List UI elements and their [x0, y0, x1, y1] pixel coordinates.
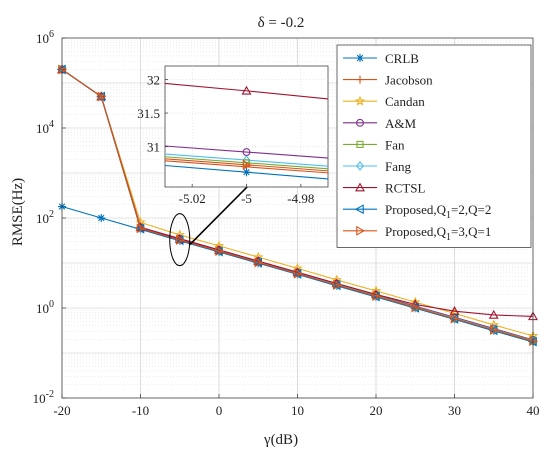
x-tick-label: 10 — [291, 403, 304, 418]
inset-zoom-plot: 31 31.5 32 -5.02 -5 -4.98 — [137, 65, 329, 206]
data-point — [449, 306, 460, 315]
series-proposed-q-1-3-q-1 — [58, 64, 539, 347]
x-tick-label: 40 — [527, 403, 540, 418]
inset-data-point — [242, 168, 251, 177]
y-tick-label: 100 — [36, 299, 54, 316]
data-point — [490, 325, 499, 335]
data-point — [371, 289, 381, 299]
y-tick-label: 106 — [36, 29, 54, 46]
data-point — [411, 302, 421, 313]
data-point — [488, 309, 499, 319]
data-point — [97, 91, 107, 102]
data-point — [450, 313, 459, 324]
data-point — [333, 280, 342, 290]
inset-y-tick-label: 32 — [147, 72, 160, 87]
legend-label: CRLB — [385, 51, 419, 66]
data-point — [97, 214, 106, 222]
zoom-ellipse — [169, 213, 191, 267]
y-tick-label: 10-2 — [33, 389, 54, 406]
data-point — [215, 246, 225, 257]
data-point — [450, 313, 460, 324]
inset-series-line — [164, 82, 329, 100]
legend-label: Jacobson — [385, 73, 433, 88]
data-point — [372, 291, 382, 302]
inset-x-tick-label: -5.02 — [179, 191, 206, 206]
legend-marker — [356, 225, 366, 236]
legend-marker — [356, 118, 364, 127]
legend-entry: Fang — [343, 159, 412, 174]
x-tick-label: 0 — [216, 403, 223, 418]
legend-entry: RCTSL — [343, 181, 426, 196]
legend-label: Candan — [385, 94, 425, 109]
series-line — [61, 68, 534, 342]
legend-marker — [354, 95, 366, 106]
legend-label: Fan — [385, 137, 405, 152]
legend-marker — [356, 140, 364, 148]
legend-entry: A&M — [343, 116, 417, 131]
x-tick-label: 30 — [448, 403, 461, 418]
legend-entry: Candan — [343, 94, 425, 109]
legend-label: Proposed,Q1=2,Q=2 — [385, 202, 491, 221]
y-tick-label: 104 — [36, 119, 54, 136]
data-point — [96, 91, 107, 101]
inset-series-line — [164, 145, 329, 159]
inset-series-rctsl — [164, 82, 329, 100]
legend-entry: Proposed,Q1=2,Q=2 — [343, 202, 491, 221]
legend-label: A&M — [385, 116, 417, 131]
legend-entry: Jacobson — [343, 73, 433, 88]
data-point — [254, 257, 264, 268]
legend-marker — [354, 204, 364, 215]
axes: -20 -10 0 10 20 30 40 10-2 100 102 104 106 — [33, 29, 540, 418]
inset-y-tick-label: 31 — [147, 140, 160, 155]
legend-entry: CRLB — [343, 51, 419, 66]
legend-marker — [356, 161, 364, 171]
legend-entry: Fan — [343, 137, 405, 152]
data-point — [293, 268, 303, 279]
x-tick-label: -10 — [132, 403, 149, 418]
legend-marker — [356, 54, 364, 62]
legend-label: Fang — [385, 159, 412, 174]
legend-label: Proposed,Q1=3,Q=1 — [385, 224, 491, 243]
legend-marker — [356, 75, 364, 84]
legend-entry: Proposed,Q1=3,Q=1 — [343, 224, 491, 243]
inset-x-tick-label: -4.98 — [287, 191, 314, 206]
inset-data-point — [241, 85, 252, 95]
x-tick-label: -20 — [53, 403, 70, 418]
inset-series-crlb — [164, 164, 329, 180]
inset-x-tick-label: -5 — [241, 191, 252, 206]
x-axis-label: γ(dB) — [263, 432, 298, 448]
data-point — [176, 235, 185, 245]
chart-title: δ = -0.2 — [258, 15, 305, 31]
data-point — [529, 336, 539, 347]
legend: CRLB Jacobson Candan A&M Fan Fang RCTSL Propose… — [336, 44, 532, 248]
y-tick-label: 102 — [36, 209, 54, 226]
y-axis-label: RMSE(Hz) — [10, 178, 26, 246]
data-point — [136, 223, 146, 234]
legend-box — [336, 44, 532, 248]
x-tick-label: 20 — [370, 403, 383, 418]
legend-label: RCTSL — [385, 181, 426, 196]
inset-y-tick-label: 31.5 — [137, 106, 160, 121]
legend-marker — [355, 182, 365, 192]
